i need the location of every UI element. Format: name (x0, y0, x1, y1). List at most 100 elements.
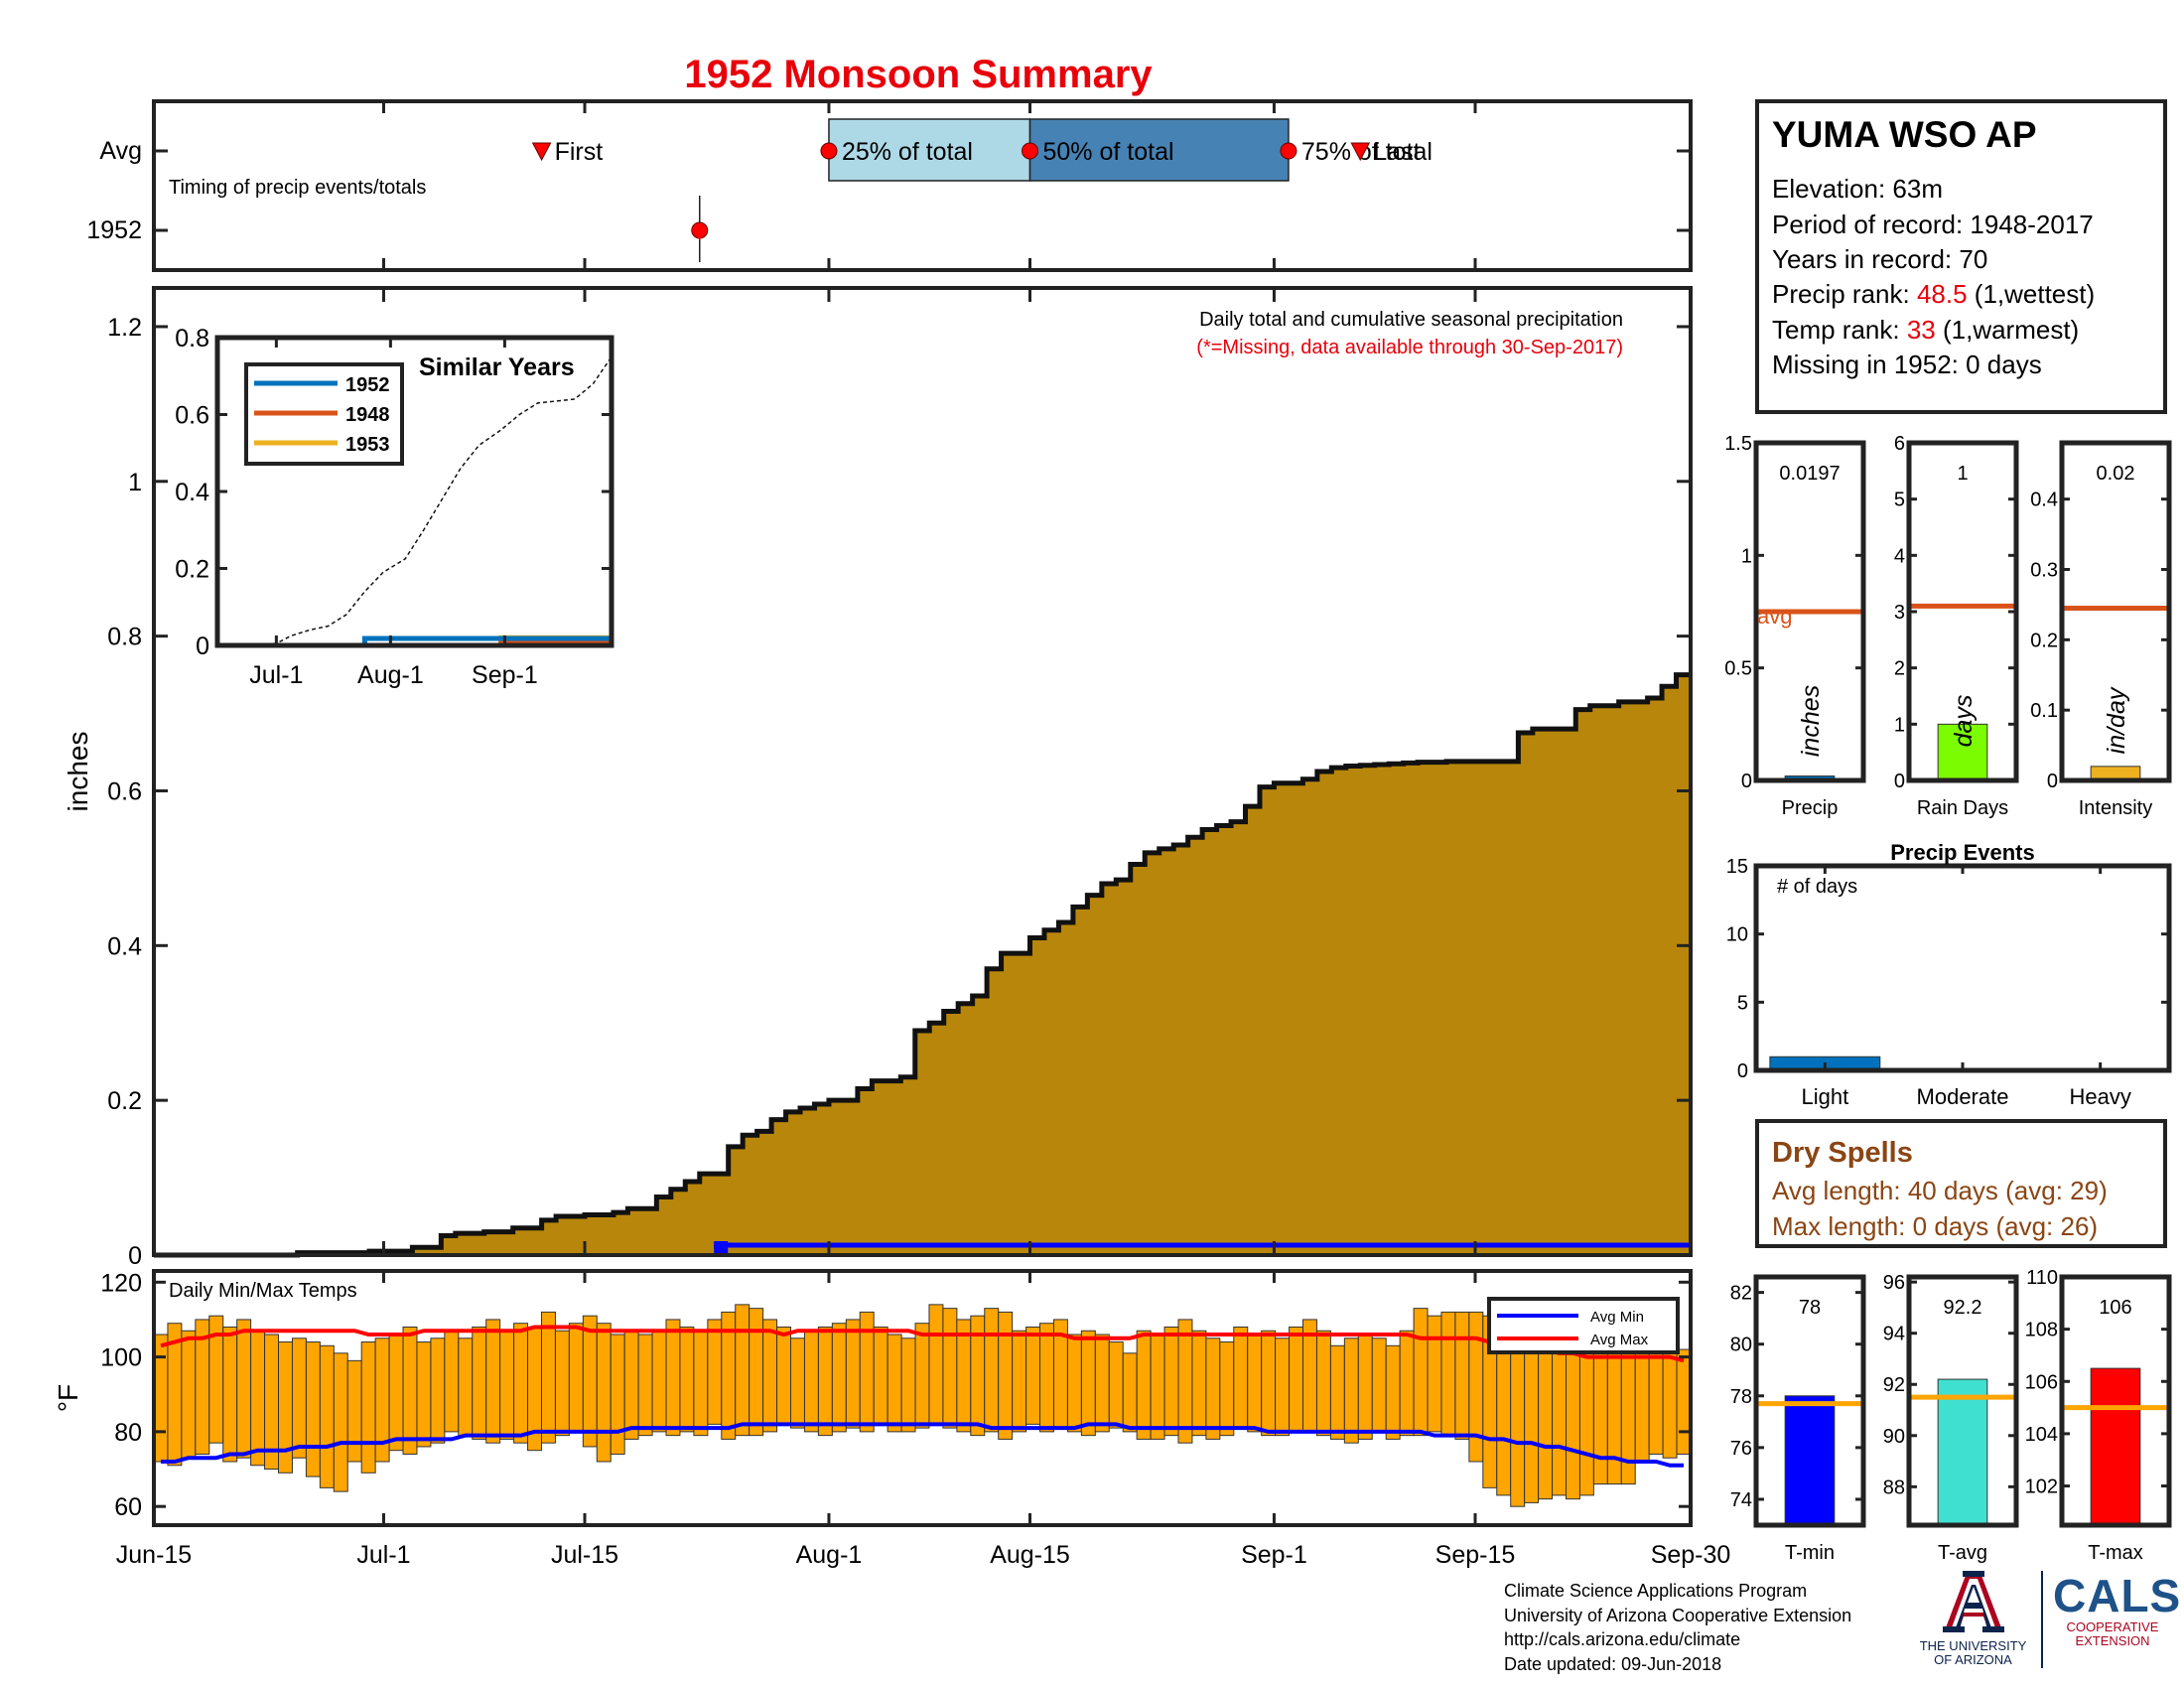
daily-temp-bar (236, 1319, 252, 1459)
rain-days-bar-ytick-label: 5 (1894, 490, 1905, 511)
daily-temp-bar (776, 1326, 792, 1425)
daily-temps-panel: 60 80 100 120 Jun-15 Jul-1 Jul-15 Aug-1 Aug-15 Se… (53, 1269, 1730, 1569)
daily-temp-bar (942, 1308, 958, 1429)
daily-temp-bar (499, 1330, 515, 1440)
daily-temp-bar (582, 1315, 598, 1448)
timing-axes-frame (152, 99, 1693, 272)
daily-temp-bar (1205, 1337, 1221, 1440)
tmax-bar-ytick-label: 102 (2025, 1477, 2058, 1498)
q50-label: 50% of total (1043, 138, 1174, 166)
precip-events-ylabel: # of days (1777, 876, 1857, 898)
daily-temp-bar (1108, 1341, 1124, 1429)
arizona-a-icon (1942, 1571, 2004, 1632)
tmax-bar-xlabel: T-max (2088, 1542, 2143, 1564)
daily-temp-bar (444, 1330, 460, 1433)
temps-ytick-label: 100 (100, 1344, 142, 1372)
avg-first-marker (531, 142, 552, 162)
temps-title: Daily Min/Max Temps (169, 1280, 357, 1302)
daily-temp-bar (153, 1334, 169, 1463)
rain-days-bar-ytick-label: 0 (1894, 771, 1905, 792)
footer-line: Climate Science Applications Program (1504, 1581, 1808, 1601)
daily-temp-bar (707, 1319, 723, 1425)
daily-temp-bar (1122, 1352, 1138, 1433)
daily-temp-bar (1261, 1330, 1277, 1437)
tavg-bar-value-bar (1937, 1378, 1988, 1526)
temp-rank-value: 33 (1907, 315, 1936, 345)
daily-temp-bar (693, 1330, 709, 1437)
intensity-bar-ytick-label: 0.1 (2030, 700, 2058, 722)
1952-event-marker-tri (691, 228, 708, 240)
avg-q50-marker (1022, 142, 1039, 160)
daily-temp-bar (1371, 1337, 1387, 1433)
cumulative-ytick-label: 0 (128, 1242, 142, 1270)
rain-days-bar-unit-label: days (1950, 695, 1978, 748)
daily-temp-bar (540, 1311, 556, 1444)
tmin-bar-ytick-label: 76 (1730, 1438, 1752, 1460)
figure-title: 1952 Monsoon Summary (684, 53, 1153, 96)
tmin-bar-value-bar (1784, 1395, 1836, 1526)
daily-temp-bar (1662, 1344, 1678, 1459)
precip-events-ytick-label: 15 (1726, 856, 1748, 878)
logo-separator (2041, 1571, 2043, 1668)
daily-temp-bar (1247, 1334, 1263, 1433)
intensity-bar-frame (2059, 440, 2172, 783)
precip-rank-value: 48.5 (1917, 279, 1968, 309)
inset-observed-dashed-line (216, 355, 613, 646)
tmin-bar-xlabel: T-min (1785, 1542, 1835, 1564)
cumulative-note: (*=Missing, data available through 30-Se… (1196, 337, 1623, 358)
daily-temp-bar (472, 1326, 487, 1440)
dry-spells-title: Dry Spells (1772, 1137, 1913, 1169)
tavg-bar-value-label: 92.2 (1944, 1297, 1982, 1319)
avg-first-label: First (555, 138, 604, 166)
daily-temp-bar (984, 1308, 1000, 1433)
university-of-arizona-logo: THE UNIVERSITY OF ARIZONA (1916, 1569, 2030, 1673)
inset-ytick-label: 0.6 (175, 402, 209, 430)
daily-temp-bar (1427, 1315, 1442, 1433)
daily-temp-bar (610, 1334, 625, 1455)
daily-temp-bar (360, 1341, 376, 1474)
rain-days-bar-ytick-label: 4 (1894, 545, 1905, 567)
intensity-bar-ytick-label: 0.2 (2030, 630, 2058, 651)
tmax-bar-ytick-label: 106 (2025, 1371, 2058, 1393)
cumulative-title: Daily total and cumulative seasonal prec… (1199, 309, 1623, 331)
inset-legend-label: 1953 (345, 434, 390, 456)
intensity-bar-ytick-label: 0.4 (2030, 490, 2058, 511)
daily-temp-bar (803, 1330, 819, 1433)
temps-xtick-label: Sep-15 (1435, 1541, 1516, 1569)
temps-xtick-label: Aug-15 (990, 1541, 1070, 1569)
daily-temp-bar (749, 1308, 764, 1437)
footer-line: University of Arizona Cooperative Extens… (1504, 1605, 1852, 1625)
avg-q25-marker (820, 142, 838, 160)
cumulative-ytick-label: 0.8 (107, 624, 142, 651)
precip-bar-value-label: 0.0197 (1779, 463, 1840, 485)
precip-bar-avg-label: avg (1757, 604, 1792, 629)
precip-rank-prefix: Precip rank: (1772, 279, 1917, 309)
daily-temp-bar (291, 1337, 307, 1459)
cals-logo: CALS COOPERATIVE EXTENSION (2053, 1570, 2182, 1648)
daily-temp-bar (1094, 1334, 1110, 1433)
footer-link[interactable]: http://cals.arizona.edu/climate (1504, 1629, 1741, 1649)
tmax-bar-frame (2059, 1274, 2172, 1528)
daily-temp-bar (250, 1330, 266, 1467)
daily-temp-bar (1676, 1348, 1692, 1455)
daily-temp-bar (333, 1352, 348, 1492)
tmin-bar-ytick-label: 80 (1730, 1335, 1752, 1356)
daily-temp-bar (513, 1323, 529, 1444)
daily-temp-bar (1343, 1337, 1359, 1444)
daily-temp-bar (790, 1337, 805, 1429)
rain-days-bar-value-label: 1 (1957, 463, 1968, 485)
precip-events-title: Precip Events (1890, 840, 2035, 865)
daily-temp-bar (1634, 1344, 1650, 1463)
inset-legend-label: 1952 (345, 374, 390, 396)
daily-temp-bar (831, 1323, 847, 1433)
cals-logo-text: CALS (2053, 1570, 2182, 1621)
q25-label: 25% of total (842, 138, 973, 166)
tmin-bar-frame (1753, 1274, 1866, 1528)
tavg-bar-ytick-label: 96 (1883, 1272, 1905, 1294)
precip-event-category: Light (1801, 1084, 1848, 1109)
daily-temp-bar (637, 1334, 653, 1437)
daily-temp-bar (1329, 1344, 1345, 1440)
rain-days-bar-value-bar (1937, 723, 1988, 781)
cumulative-ytick-label: 0.2 (107, 1087, 142, 1115)
